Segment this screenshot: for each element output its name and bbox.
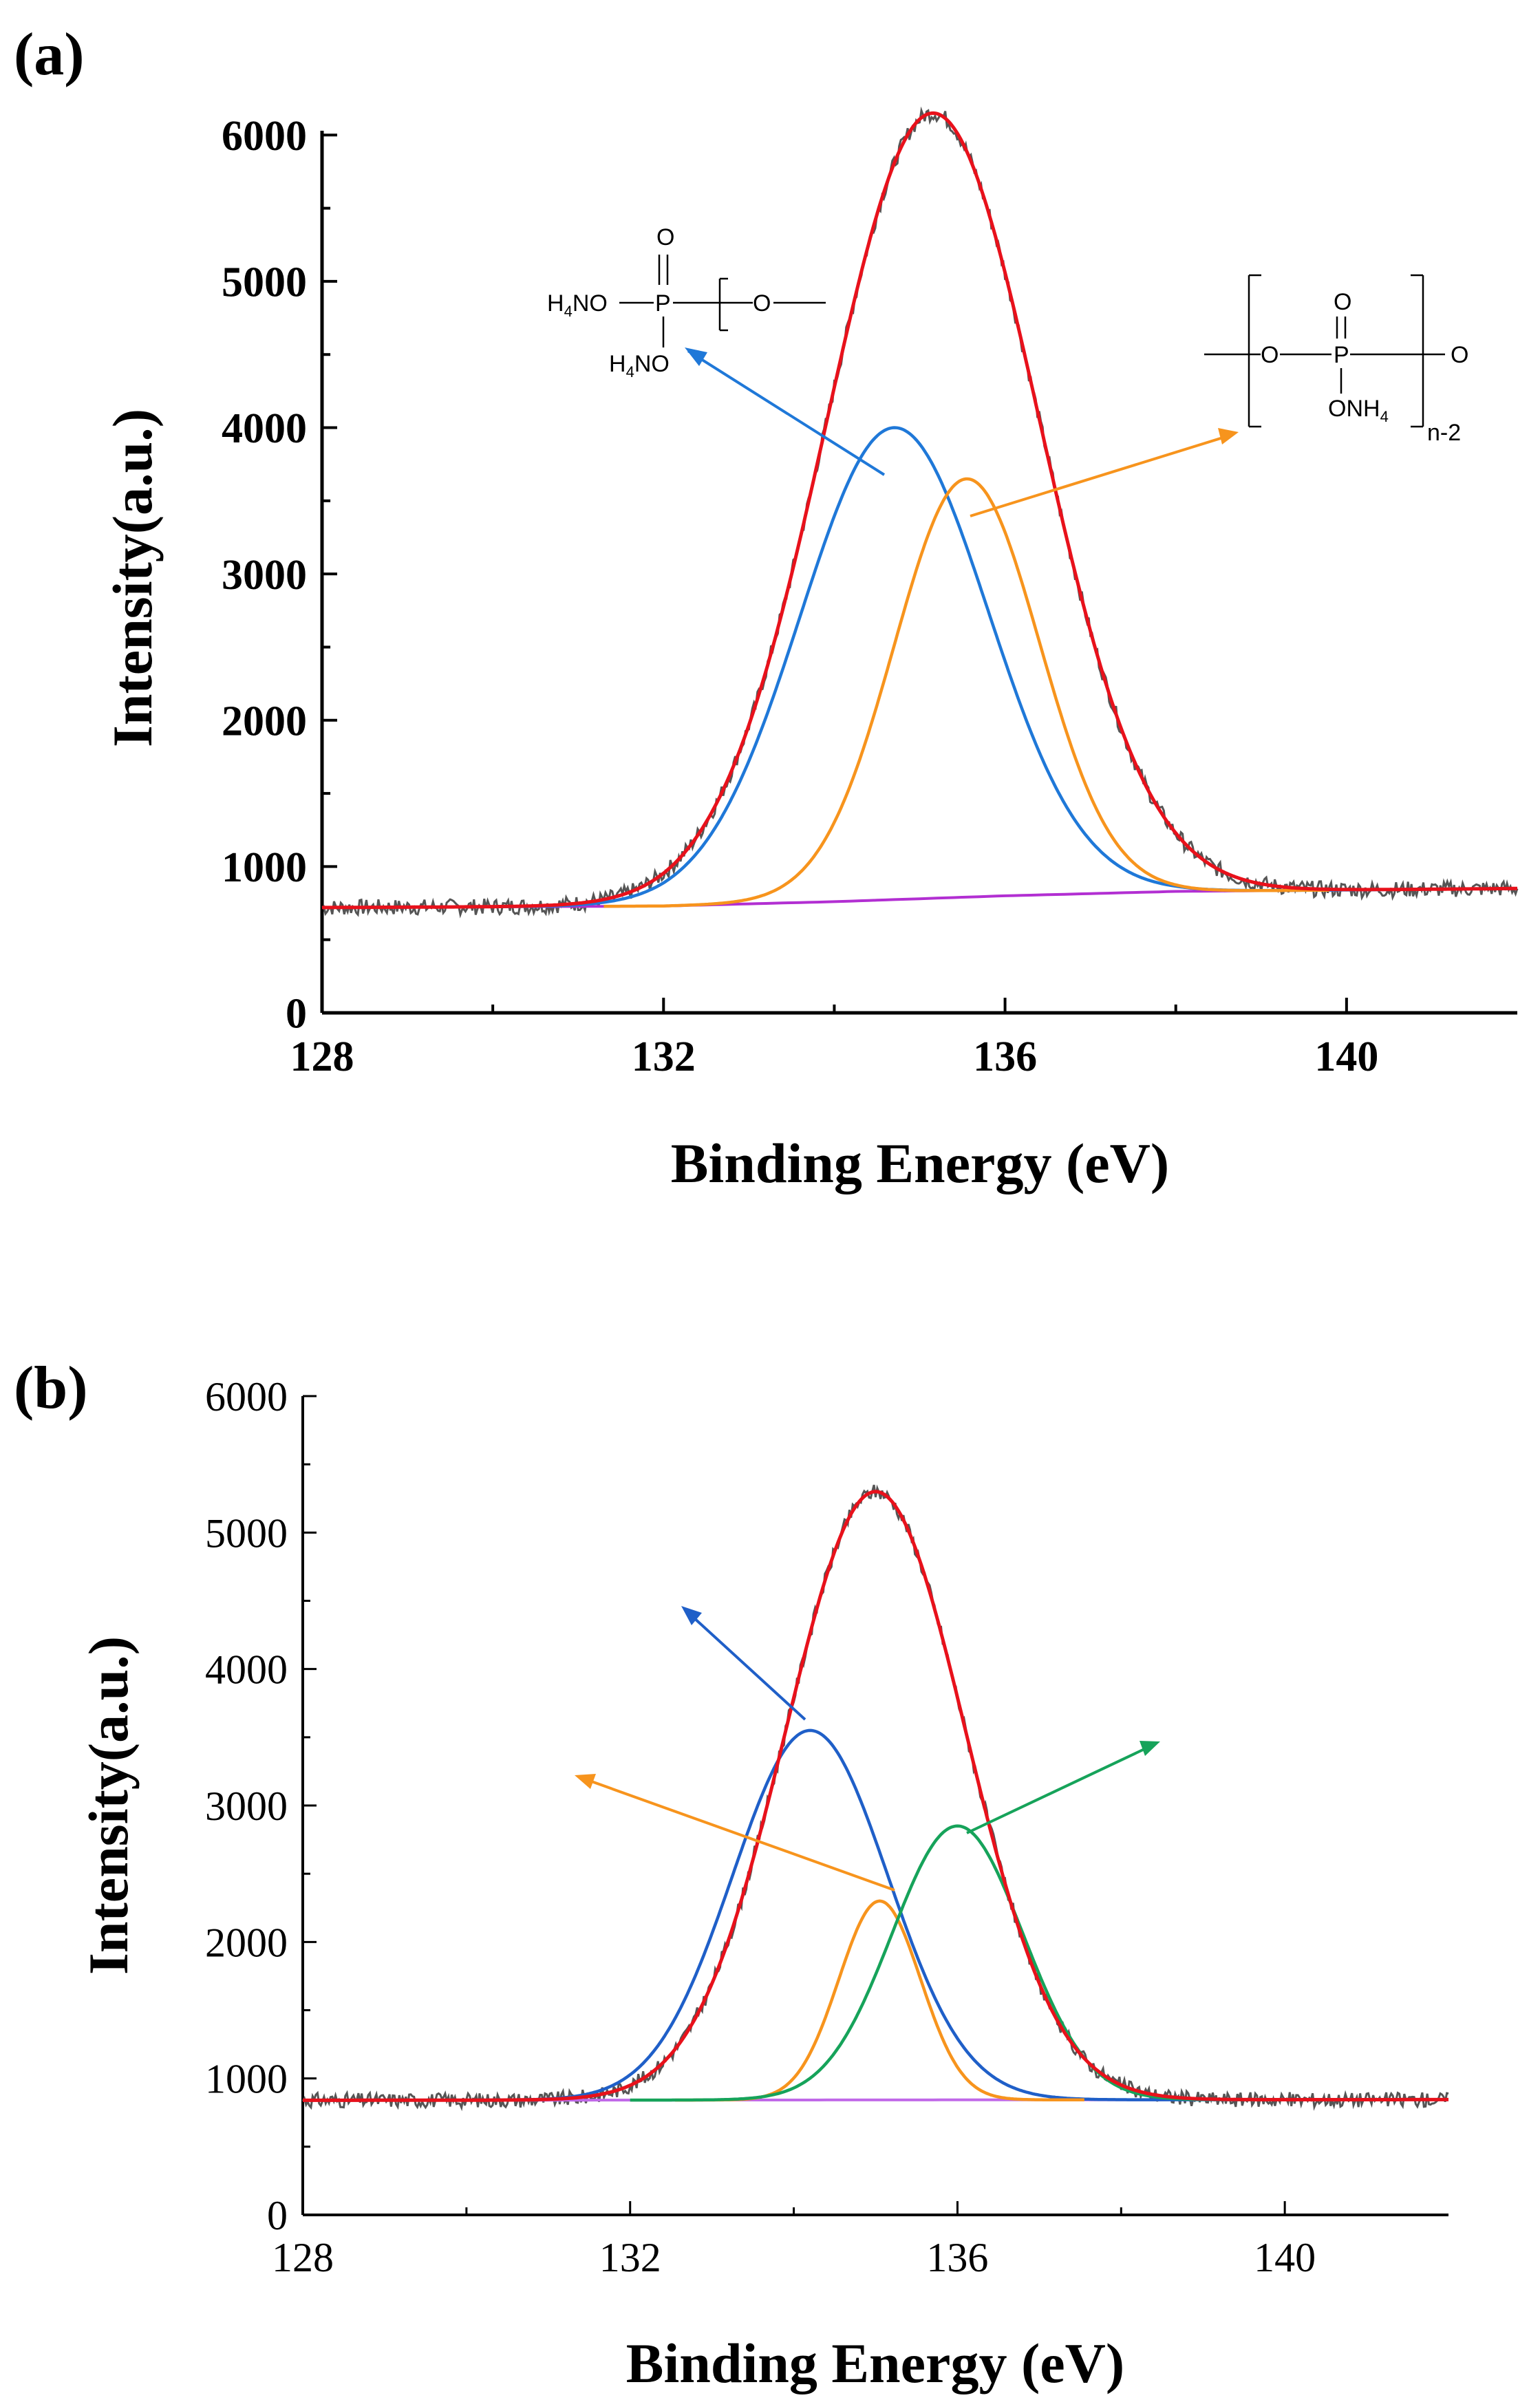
y-tick-label: 2000 xyxy=(222,698,307,744)
y-tick-label: 1000 xyxy=(205,2057,288,2102)
svg-text:O: O xyxy=(753,290,771,317)
x-tick-label: 132 xyxy=(632,1033,696,1080)
curves-a xyxy=(321,106,1519,919)
arrow-peak2-b xyxy=(577,1775,895,1892)
y-tick-label: 0 xyxy=(267,2193,288,2238)
y-tick-label: 5000 xyxy=(205,1510,288,1556)
panel-label-a: (a) xyxy=(14,21,85,88)
raw-data-line xyxy=(321,106,1519,919)
y-tick-label: 2000 xyxy=(205,1920,288,1965)
x-ticks-a: 128 132 136 140 xyxy=(290,998,1378,1080)
chart-panel-a: (a) 0 1000 2000 3000 4000 5000 6000 128 132 136 1… xyxy=(14,21,1519,1194)
x-axis-title-b: Binding Energy (eV) xyxy=(626,2332,1124,2394)
chemical-structure-2: O P O ONH4 O n-2 xyxy=(1204,274,1468,446)
arrow-head-peak2-a xyxy=(1218,428,1239,444)
y-axis-title-b: Intensity(a.u.) xyxy=(77,1636,140,1975)
chemical-structure-1: H4NO P O O H4NO xyxy=(547,224,826,381)
arrow-head-peak1-b xyxy=(681,1606,702,1625)
y-tick-label: 6000 xyxy=(222,113,307,160)
fitted-peak-1 xyxy=(303,1728,1448,2102)
x-tick-label: 128 xyxy=(272,2235,334,2280)
x-tick-label: 136 xyxy=(926,2235,988,2280)
y-tick-label: 3000 xyxy=(205,1783,288,1829)
arrow-head-peak1-a xyxy=(685,347,707,366)
arrow-head-peak2-b xyxy=(575,1774,596,1789)
y-tick-label: 5000 xyxy=(222,259,307,306)
y-tick-label: 3000 xyxy=(222,552,307,599)
svg-text:O: O xyxy=(1334,289,1351,315)
y-ticks-a: 0 1000 2000 3000 4000 5000 6000 xyxy=(222,113,337,1038)
panel-label-b: (b) xyxy=(14,1355,88,1422)
fitted-peak-2 xyxy=(603,477,1329,908)
svg-text:H4NO: H4NO xyxy=(609,351,670,381)
y-tick-label: 6000 xyxy=(205,1374,288,1419)
arrow-peak1-a xyxy=(687,350,886,476)
x-tick-label: 136 xyxy=(973,1033,1037,1080)
fitted-peak-3 xyxy=(630,1824,1285,2102)
y-ticks-b: 0 1000 2000 3000 4000 5000 6000 xyxy=(205,1374,317,2238)
y-tick-label: 0 xyxy=(286,991,307,1038)
y-tick-label: 4000 xyxy=(222,405,307,452)
y-tick-label: 1000 xyxy=(222,844,307,891)
svg-text:H4NO: H4NO xyxy=(547,290,608,320)
chart-panel-b: (b) 0 1000 2000 3000 4000 5000 6000 128 132 136 1… xyxy=(0,1200,1540,2400)
arrow-peak2-a xyxy=(970,433,1232,517)
x-tick-label: 140 xyxy=(1254,2235,1316,2280)
x-tick-label: 140 xyxy=(1314,1033,1378,1080)
fitted-peak-1 xyxy=(322,426,1517,910)
x-tick-label: 128 xyxy=(290,1033,354,1080)
svg-text:O: O xyxy=(1451,342,1468,368)
arrow-head-peak3-b xyxy=(1140,1741,1160,1756)
x-axis-title-a: Binding Energy (eV) xyxy=(671,1132,1169,1194)
svg-text:P: P xyxy=(1334,342,1349,368)
svg-text:O: O xyxy=(1261,342,1279,368)
svg-text:n-2: n-2 xyxy=(1427,420,1461,446)
raw-data-line xyxy=(301,1484,1449,2112)
fitted-envelope xyxy=(322,111,1517,910)
curves-b xyxy=(301,1484,1449,2112)
x-tick-label: 132 xyxy=(599,2235,661,2280)
x-ticks-b: 128 132 136 140 xyxy=(272,2201,1316,2280)
arrow-peak1-b xyxy=(683,1608,806,1721)
svg-text:O: O xyxy=(656,224,674,250)
svg-text:ONH4: ONH4 xyxy=(1328,396,1389,425)
y-tick-label: 4000 xyxy=(205,1647,288,1693)
y-axis-title-a: Intensity(a.u.) xyxy=(101,409,164,747)
fitted-envelope xyxy=(303,1490,1448,2102)
svg-text:P: P xyxy=(655,290,671,317)
arrow-peak3-b xyxy=(966,1742,1157,1834)
